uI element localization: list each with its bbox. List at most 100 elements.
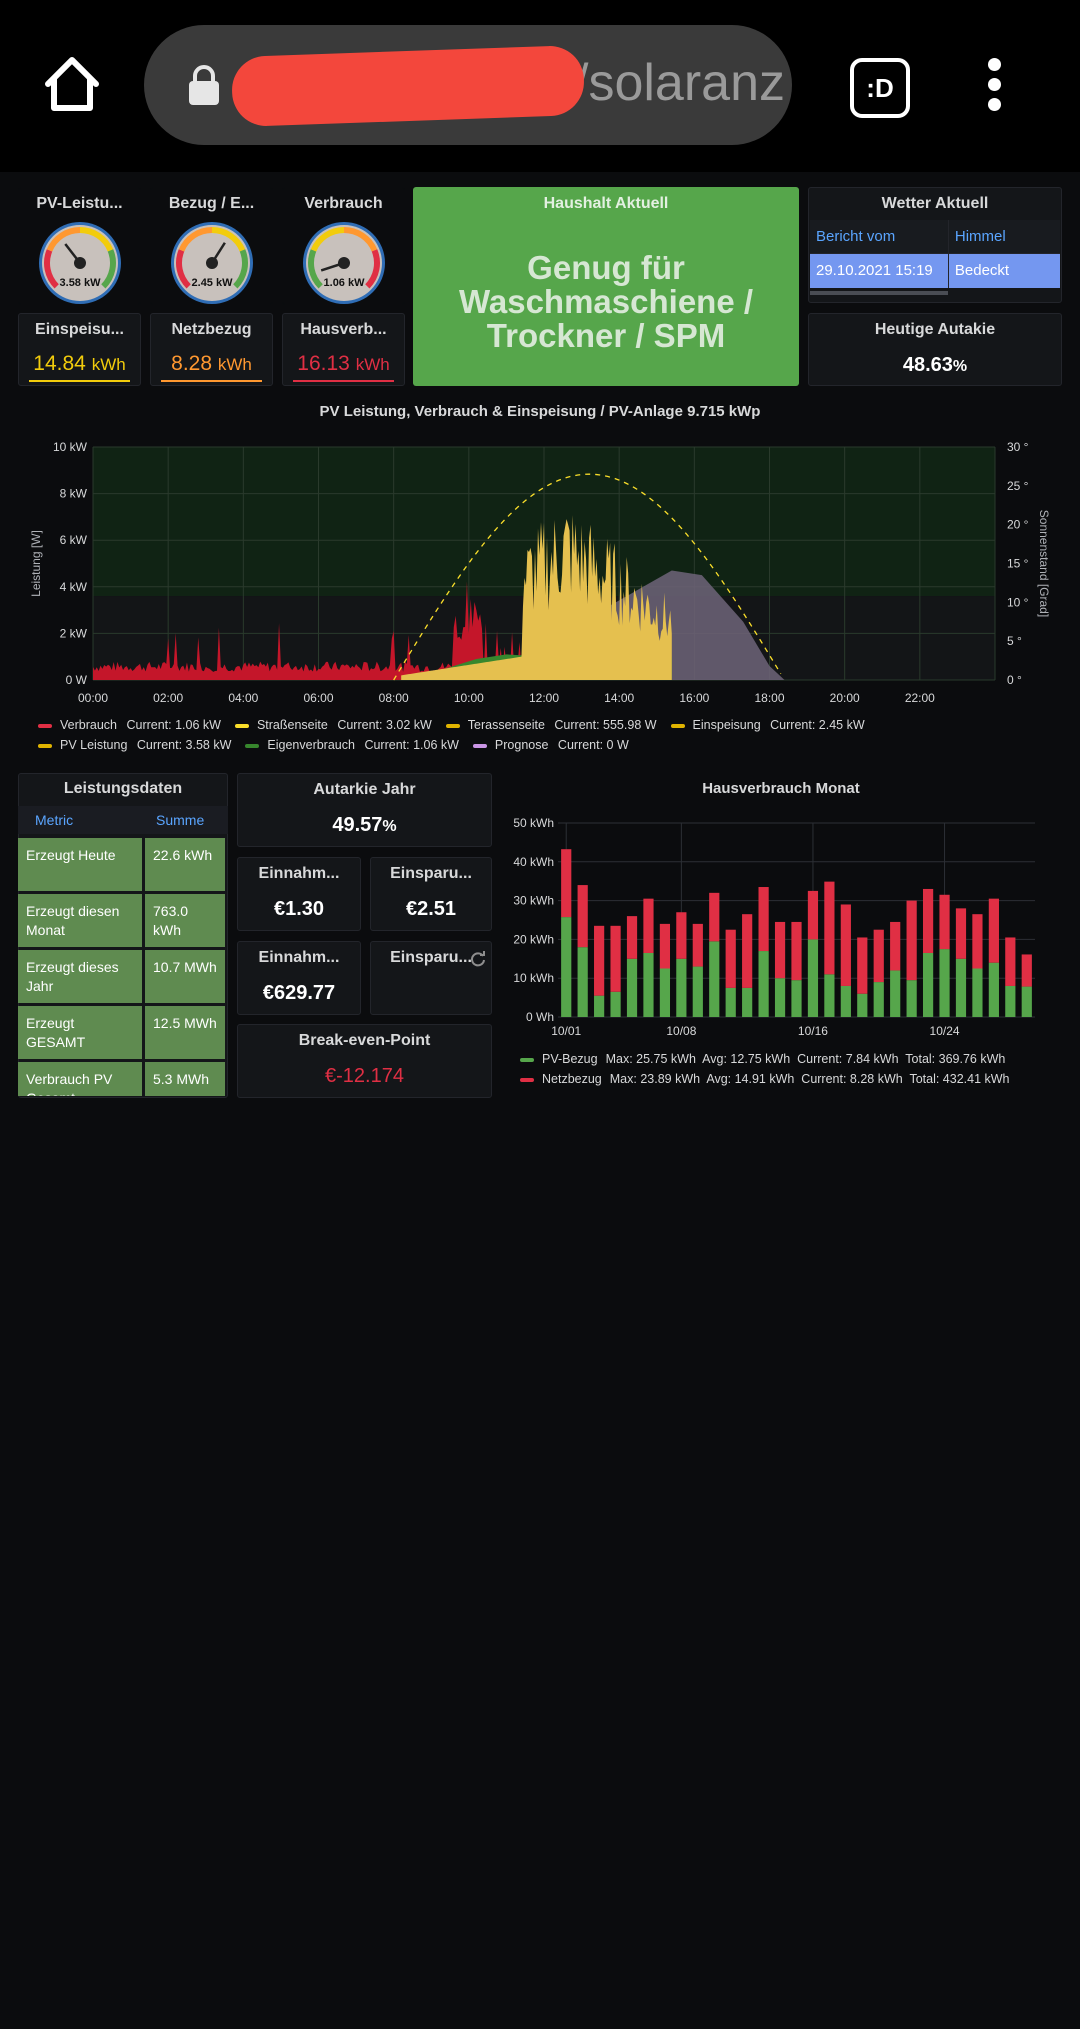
- gauge-title: PV-Leistu...: [36, 195, 123, 212]
- legend-item[interactable]: Terassenseite Current: 555.98 W: [445, 715, 657, 735]
- leistungsdaten-table[interactable]: Metric Summe Erzeugt Heute 22.6 kWh Erzeug…: [18, 806, 228, 1096]
- break-even-title: Break-even-Point: [298, 1032, 431, 1049]
- legend-item[interactable]: Prognose Current: 0 W: [472, 735, 629, 755]
- lock-icon: [189, 65, 219, 105]
- pv-bezug-bar: [873, 982, 884, 1017]
- legend-item[interactable]: Verbrauch Current: 1.06 kW: [38, 715, 221, 735]
- summe-cell: 5.3 MWh: [145, 1062, 225, 1096]
- gauge-value: 3.58 kW: [59, 277, 101, 289]
- legend-swatch: [520, 1077, 534, 1082]
- break-even-panel: Break-even-Point €-12.174: [237, 1024, 492, 1098]
- money-title: Einsparu...: [390, 949, 472, 966]
- table-row[interactable]: Erzeugt diesen Monat 763.0 kWh: [18, 894, 228, 947]
- netzbezug-bar: [1021, 954, 1032, 987]
- table-row[interactable]: Erzeugt GESAMT 12.5 MWh: [18, 1006, 228, 1059]
- autarkie-year-value: 49.57%: [332, 814, 397, 836]
- autarkie-today-panel: Heutige Autakie 48.63%: [808, 313, 1062, 386]
- gauge-dial: 1.06 kW: [301, 220, 387, 306]
- metric-cell: Erzeugt Heute: [18, 838, 142, 891]
- column-header-metric[interactable]: Metric: [35, 812, 74, 828]
- y-right-axis-tick: 25 °: [1007, 479, 1029, 493]
- money-title: Einsparu...: [390, 865, 472, 882]
- netzbezug-bar: [676, 912, 687, 959]
- legend-swatch: [445, 723, 460, 728]
- url-text: /solaranz: [574, 54, 785, 112]
- legend-item[interactable]: PV-Bezug Max: 25.75 kWh Avg: 12.75 kWh Cu…: [520, 1049, 1010, 1069]
- weather-col-sky[interactable]: Himmel: [947, 220, 1060, 254]
- x-axis-tick: 10/24: [930, 1024, 960, 1038]
- legend-item[interactable]: Eigenverbrauch Current: 1.06 kW: [245, 735, 459, 755]
- household-status-message: Genug für Waschmaschiene / Trockner / SP…: [458, 249, 754, 354]
- y-right-axis-label: Sonnenstand [Grad]: [1037, 510, 1051, 617]
- energy-stat-bar: [29, 380, 130, 382]
- pv-bezug-bar: [906, 980, 917, 1017]
- home-icon[interactable]: [42, 54, 102, 114]
- table-row[interactable]: Erzeugt dieses Jahr 10.7 MWh: [18, 950, 228, 1003]
- netzbezug-bar: [610, 925, 621, 992]
- refresh-icon[interactable]: [469, 950, 487, 968]
- legend-stats: Max: 23.89 kWh Avg: 14.91 kWh Current: 8…: [609, 1072, 1010, 1086]
- legend-item[interactable]: Straßenseite Current: 3.02 kW: [234, 715, 432, 735]
- address-bar[interactable]: /solaranz: [144, 25, 792, 145]
- money-title: Einnahm...: [258, 865, 340, 882]
- netzbezug-bar: [774, 921, 786, 979]
- weather-sky: Bedeckt: [947, 254, 1060, 288]
- weather-col-report[interactable]: Bericht vom: [810, 220, 948, 254]
- weather-scrollbar[interactable]: [810, 291, 948, 295]
- y-axis-tick: 10 kWh: [513, 971, 554, 985]
- household-status-title: Haushalt Aktuell: [543, 195, 669, 212]
- netzbezug-bar: [840, 904, 851, 986]
- column-header-summe[interactable]: Summe: [156, 812, 205, 828]
- energy-stat-panel: Hausverb... 16.13 kWh: [282, 313, 405, 386]
- summe-cell: 10.7 MWh: [145, 950, 225, 1003]
- legend-current: Current: 0 W: [557, 738, 629, 752]
- money-panel: Einsparu... €2.51: [370, 857, 492, 931]
- legend-name: PV-Bezug: [542, 1052, 598, 1066]
- pv-bezug-bar: [758, 951, 769, 1017]
- netzbezug-bar: [577, 885, 588, 948]
- metric-cell: Erzeugt dieses Jahr: [18, 950, 142, 1003]
- power-chart[interactable]: 10 kW 8 kW 6 kW 4 kW 2 kW 0 W 30 ° 25 ° 20 ° 15 °…: [0, 430, 1080, 710]
- y-axis-tick: 20 kWh: [513, 932, 554, 946]
- energy-stat-value: 14.84 kWh: [33, 352, 126, 375]
- pv-bezug-bar: [988, 962, 999, 1017]
- legend-stats: Max: 25.75 kWh Avg: 12.75 kWh Current: 7…: [605, 1052, 1006, 1066]
- legend-current: Current: 555.98 W: [554, 718, 657, 732]
- y-axis-tick: 40 kWh: [513, 855, 554, 869]
- legend-name: Prognose: [494, 738, 549, 752]
- money-title: Einnahm...: [258, 949, 340, 966]
- weather-panel: Wetter Aktuell Bericht vom Himmel 29.10.…: [808, 187, 1062, 303]
- pv-bezug-bar: [709, 941, 720, 1017]
- table-row[interactable]: Verbrauch PV Gesamt5.3 MWh: [18, 1062, 228, 1096]
- x-axis-tick: 10:00: [454, 691, 484, 705]
- y-right-axis-tick: 10 °: [1007, 595, 1029, 609]
- legend-name: Netzbezug: [542, 1072, 602, 1086]
- gauge-title: Bezug / E...: [168, 195, 255, 212]
- redaction-mark: [230, 44, 586, 128]
- legend-item[interactable]: Netzbezug Max: 23.89 kWh Avg: 14.91 kWh C…: [520, 1069, 1010, 1089]
- netzbezug-bar: [709, 892, 720, 942]
- money-value: €629.77: [262, 982, 336, 1004]
- netzbezug-bar: [594, 925, 605, 996]
- y-right-axis-tick: 20 °: [1007, 518, 1029, 532]
- energy-stat-panel: Einspeisu... 14.84 kWh: [18, 313, 141, 386]
- pv-bezug-bar: [922, 952, 934, 1017]
- pv-bezug-bar: [774, 978, 786, 1017]
- metric-cell: Erzeugt GESAMT: [18, 1006, 142, 1059]
- energy-stat-title: Einspeisu...: [35, 321, 124, 338]
- monthly-chart-legend: PV-Bezug Max: 25.75 kWh Avg: 12.75 kWh Cu…: [520, 1049, 1010, 1089]
- gauge-title: Verbrauch: [304, 195, 383, 212]
- gauge-dial: 2.45 kW: [169, 220, 255, 306]
- legend-name: PV Leistung: [60, 738, 128, 752]
- legend-name: Straßenseite: [256, 718, 328, 732]
- legend-item[interactable]: PV Leistung Current: 3.58 kW: [38, 735, 231, 755]
- pv-bezug-bar: [857, 993, 868, 1017]
- y-axis-tick: 10 kW: [53, 440, 88, 454]
- tab-switcher-button[interactable]: :D: [850, 58, 910, 118]
- table-row[interactable]: Erzeugt Heute 22.6 kWh: [18, 838, 228, 891]
- legend-item[interactable]: Einspeisung Current: 2.45 kW: [670, 715, 865, 735]
- gauge-panel: Bezug / E... 2.45 kW: [150, 187, 273, 305]
- more-menu-icon[interactable]: [988, 58, 1002, 112]
- x-axis-tick: 10/08: [666, 1024, 696, 1038]
